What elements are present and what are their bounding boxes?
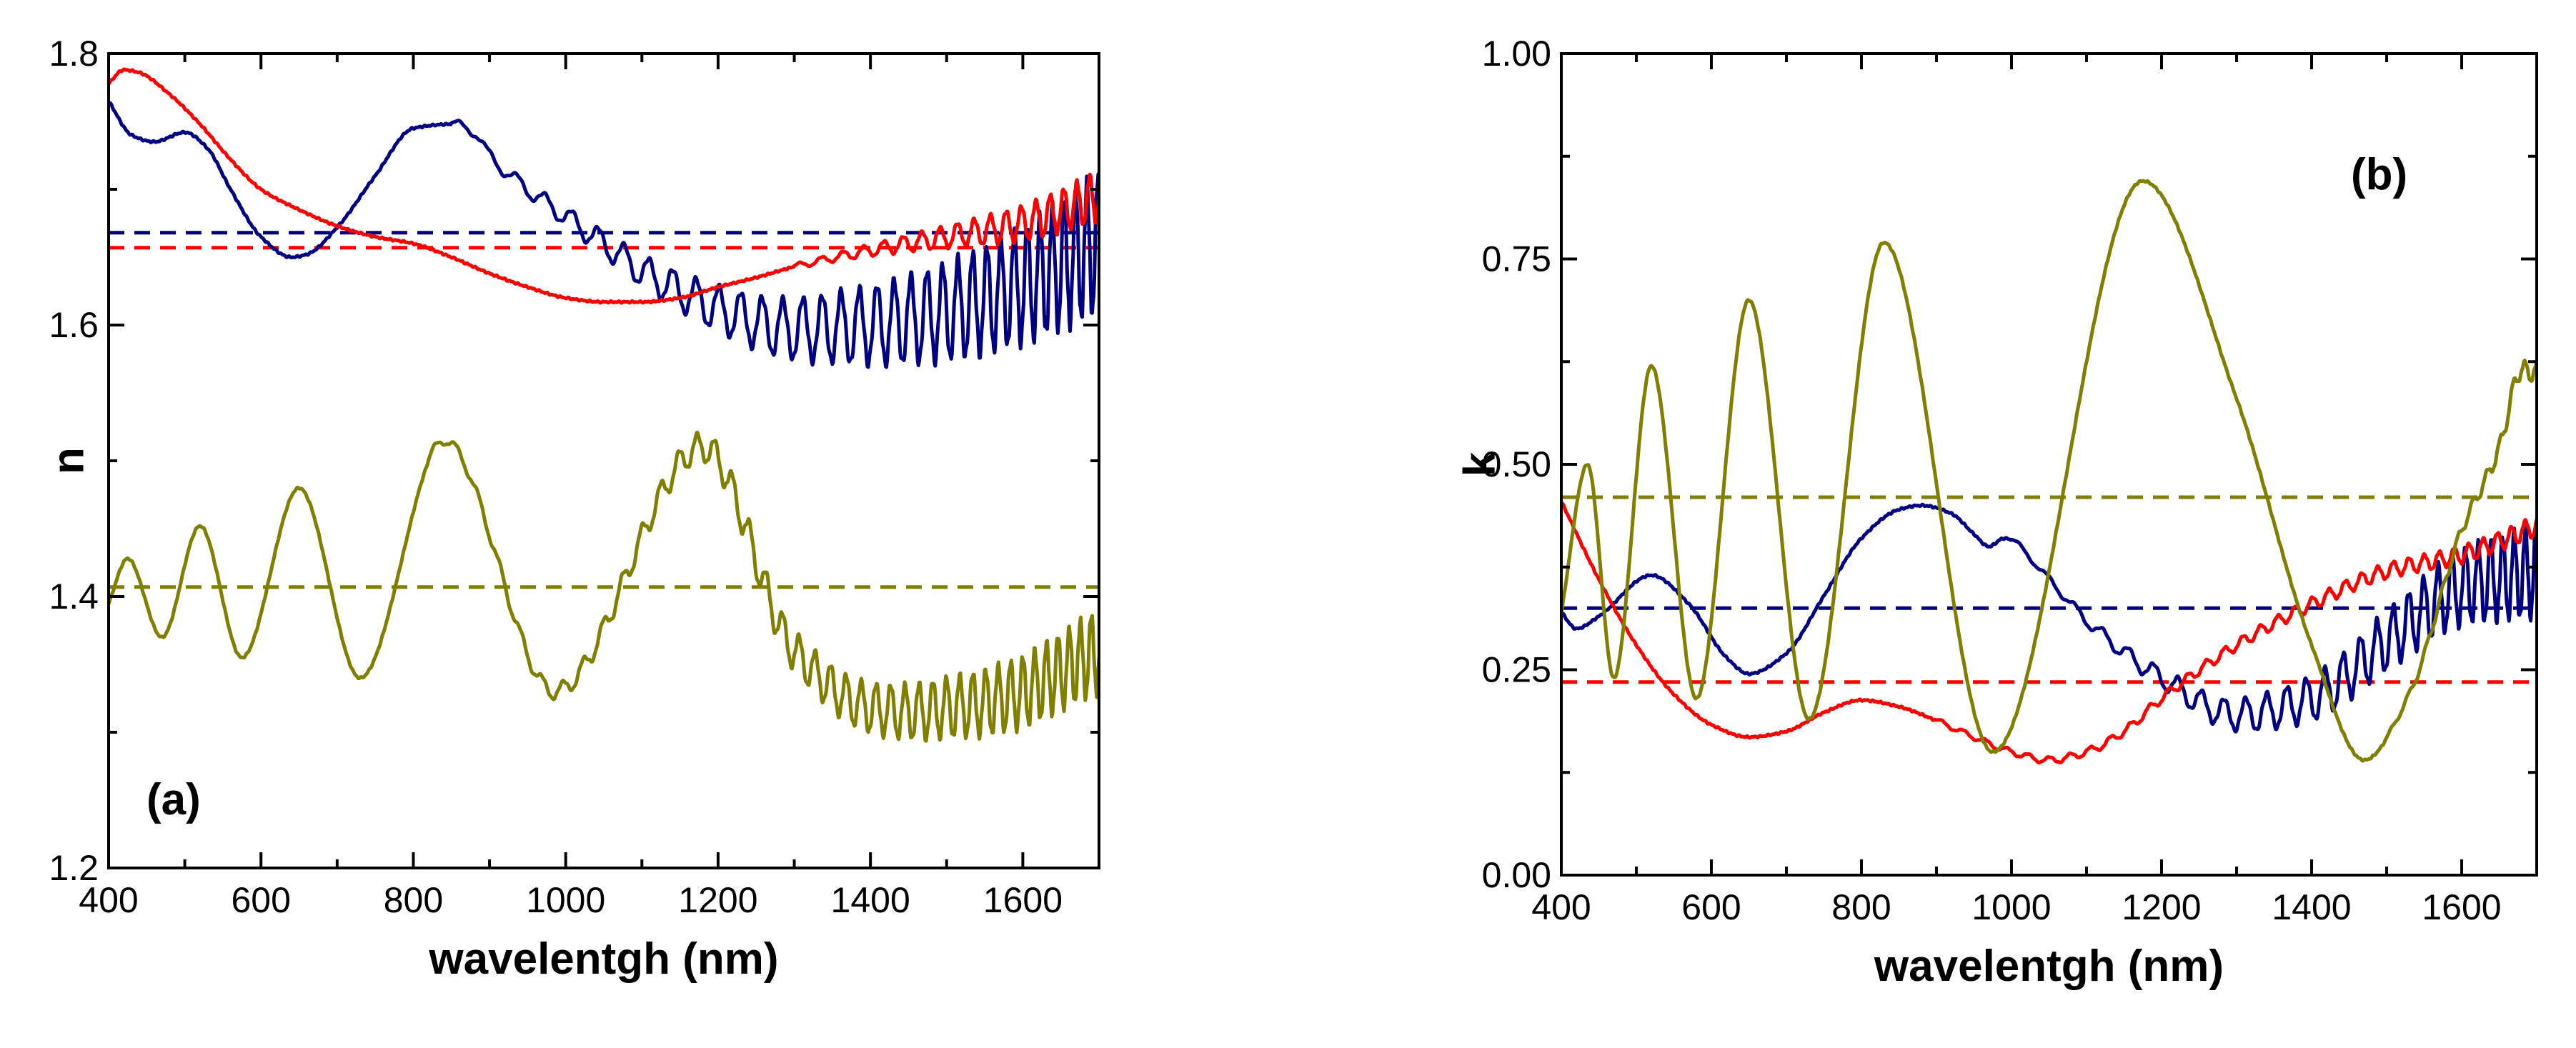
panel-b-series-olive <box>1561 179 2537 763</box>
panel-b-x-tick-label: 1000 <box>1971 887 2051 927</box>
panel-b-y-tick-label: 0.25 <box>1482 650 1551 690</box>
panel-b-y-tick-label: 0.00 <box>1482 855 1551 895</box>
panel-b-plot-area <box>1561 179 2537 765</box>
panel-b-x-tick-label: 600 <box>1681 887 1741 927</box>
panel-a-y-tick-label: 1.8 <box>49 34 99 74</box>
panel-b-x-tick-label: 1400 <box>2272 887 2351 927</box>
panel-a-x-axis-title: wavelentgh (nm) <box>428 934 778 984</box>
panel-a-x-tick-label: 1000 <box>526 880 605 920</box>
panel-a-label: (a) <box>146 775 201 824</box>
panel-a-axes: 400 600 800 1000 1200 1400 1600 1.2 1.4 1.6 1.8 <box>49 34 1100 920</box>
panel-b-label: (b) <box>2351 150 2407 199</box>
panel-a-series-red <box>109 67 1099 305</box>
panel-a-x-tick-label: 1400 <box>831 880 910 920</box>
panel-a-x-tick-label: 800 <box>384 880 443 920</box>
panel-b-y-axis-title: k <box>1456 451 1505 476</box>
panel-b-series-red <box>1561 500 2537 765</box>
panel-a-series-olive <box>109 431 1099 743</box>
panel-a-x-tick-label: 400 <box>79 880 138 920</box>
panel-b-y-tick-label: 0.50 <box>1482 444 1551 484</box>
panel-a-plot-area <box>109 67 1099 743</box>
panel-a-x-tick-label: 1200 <box>678 880 757 920</box>
panel-a-y-tick-label: 1.6 <box>49 305 99 345</box>
panel-b-x-tick-label: 400 <box>1531 887 1591 927</box>
panel-a-series-navy <box>109 100 1099 369</box>
panel-b-x-tick-label: 1600 <box>2422 887 2501 927</box>
panel-b-y-tick-label: 0.75 <box>1482 239 1551 279</box>
panel-a-x-tick-label: 600 <box>232 880 291 920</box>
panel-b: 400 600 800 1000 1200 1400 1600 0.00 0.25 0.50 0.7… <box>1456 34 2538 991</box>
panel-a-x-tick-label: 1600 <box>983 880 1063 920</box>
panel-b-x-axis-title: wavelentgh (nm) <box>1874 942 2224 991</box>
panel-a: 400 600 800 1000 1200 1400 1600 1.2 1.4 1.6 1.8 (a… <box>44 34 1100 984</box>
panel-a-y-axis-title: n <box>44 447 94 474</box>
panel-a-y-tick-label: 1.4 <box>49 577 99 617</box>
panel-b-x-tick-label: 1200 <box>2122 887 2201 927</box>
panel-b-y-tick-label: 1.00 <box>1482 34 1551 74</box>
panel-b-axes: 400 600 800 1000 1200 1400 1600 0.00 0.25 0.50 0.7… <box>1482 34 2538 927</box>
panel-b-x-tick-label: 800 <box>1831 887 1891 927</box>
panel-a-y-tick-label: 1.2 <box>49 848 99 888</box>
